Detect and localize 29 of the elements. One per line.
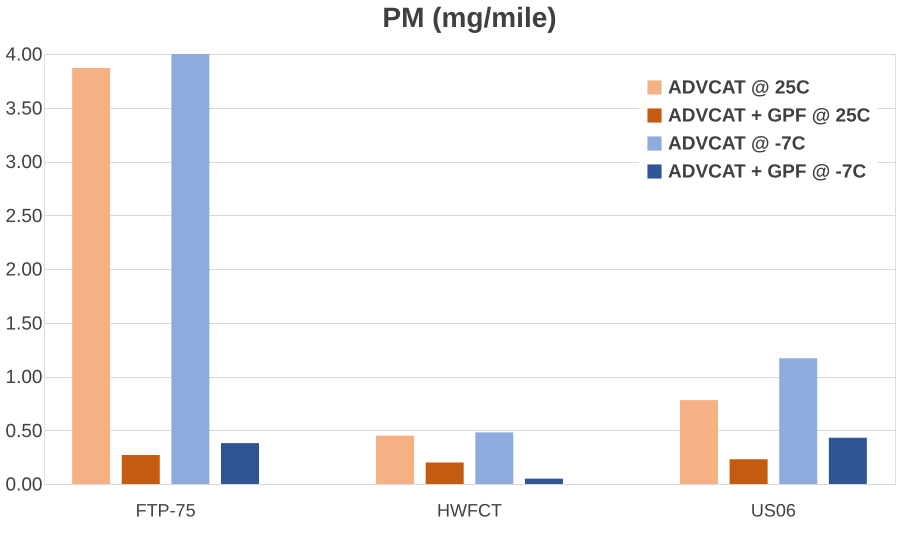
bar <box>221 443 260 484</box>
bar <box>122 454 160 484</box>
y-tick-label: 4.00 <box>6 44 42 66</box>
y-tick-label: 2.50 <box>6 206 42 227</box>
bar <box>376 436 414 484</box>
y-tick-label: 1.50 <box>6 313 42 334</box>
bar <box>779 358 818 484</box>
bar <box>524 478 563 484</box>
legend-label: ADVCAT @ 25C <box>668 78 810 98</box>
bar <box>475 432 514 484</box>
bar <box>730 459 768 484</box>
legend-label: ADVCAT + GPF @ -7C <box>668 162 866 182</box>
legend-label: ADVCAT @ -7C <box>668 134 806 154</box>
y-tick-label: 2.00 <box>6 260 42 280</box>
bar <box>171 54 210 484</box>
bar <box>680 400 718 484</box>
y-tick-label: 0.50 <box>6 420 42 442</box>
bar <box>828 438 867 484</box>
x-tick-label: US06 <box>750 500 796 520</box>
bar <box>426 462 464 484</box>
y-tick-label: 3.50 <box>6 98 42 120</box>
y-tick-label: 3.00 <box>6 152 42 173</box>
x-tick-label: HWFCT <box>437 500 502 520</box>
legend-label: ADVCAT + GPF @ 25C <box>668 106 871 126</box>
bar <box>72 68 110 484</box>
chart-title: PM (mg/mile) <box>382 2 557 33</box>
y-tick-label: 1.00 <box>6 367 42 388</box>
y-tick-label: 0.00 <box>6 474 42 496</box>
x-tick-label: FTP-75 <box>136 500 196 520</box>
